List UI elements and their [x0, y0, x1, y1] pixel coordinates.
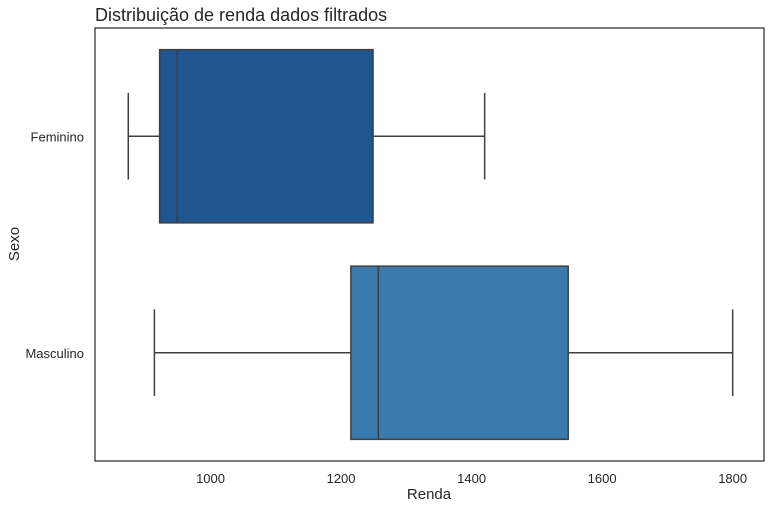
y-tick-label: Feminino [31, 129, 84, 144]
box-feminino [127, 48, 486, 224]
x-tick-label: 1200 [327, 471, 356, 486]
x-tick-label: 1600 [588, 471, 617, 486]
y-tick-labels: Feminino Masculino [25, 129, 84, 361]
y-axis-label: Sexo [6, 227, 23, 261]
iqr-box [350, 265, 569, 441]
x-tick-label: 1400 [457, 471, 486, 486]
chart-title: Distribuição de renda dados filtrados [95, 5, 387, 25]
boxes-group [127, 48, 734, 441]
y-tick-label: Masculino [25, 346, 84, 361]
x-tick-label: 1800 [718, 471, 747, 486]
box-masculino [153, 265, 734, 441]
x-tick-label: 1000 [196, 471, 225, 486]
x-axis-label: Renda [407, 486, 452, 503]
plot-frame [94, 27, 765, 462]
x-tick-labels: 1000 1200 1400 1600 1800 [196, 471, 747, 486]
iqr-box [158, 48, 374, 224]
